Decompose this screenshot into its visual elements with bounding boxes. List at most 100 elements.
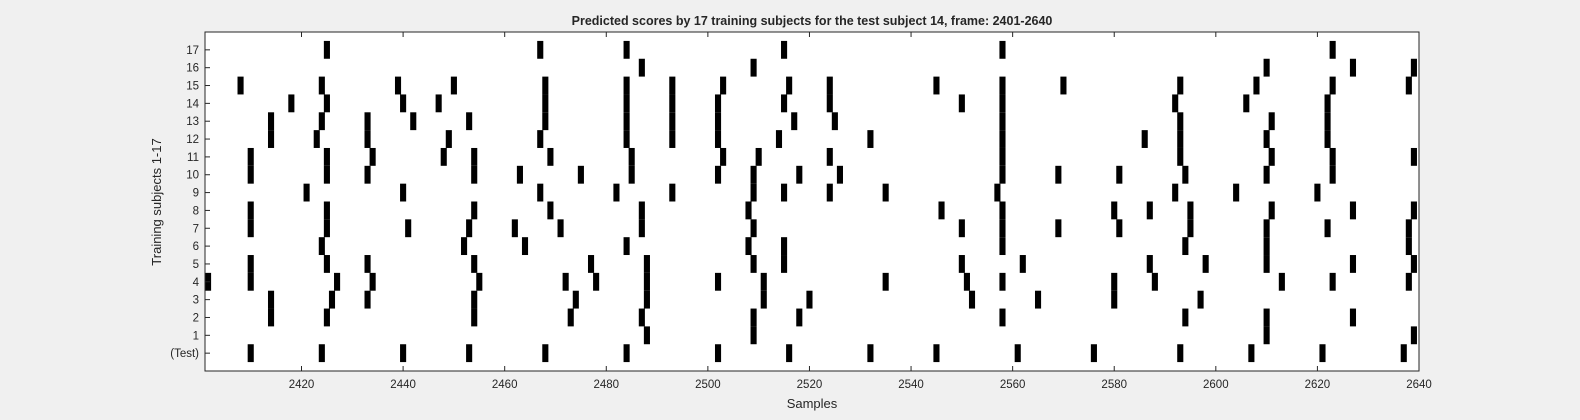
score-mark-row-7-3 — [466, 219, 473, 238]
score-mark-row-15-9 — [826, 76, 833, 95]
score-mark-row-5-7 — [781, 255, 788, 273]
score-mark-row-11-10 — [999, 147, 1006, 166]
score-mark-row-4-4 — [476, 272, 483, 291]
score-mark-row-10-3 — [471, 165, 478, 184]
x-tick-label-10: 2620 — [1305, 379, 1331, 391]
score-mark-row-9-11 — [1233, 183, 1240, 202]
score-mark-row-14-1 — [323, 94, 330, 113]
score-mark-row-4-12 — [999, 272, 1006, 291]
raster-marks — [205, 40, 1417, 363]
score-mark-row-9-8 — [882, 183, 889, 202]
score-mark-row-12-14 — [1324, 130, 1331, 148]
score-mark-row-0-14 — [1319, 344, 1326, 363]
score-mark-row-5-5 — [643, 255, 650, 273]
score-mark-row-12-11 — [1141, 130, 1148, 148]
y-tick-label-11: 11 — [187, 152, 199, 164]
score-mark-row-2-10 — [1349, 308, 1357, 327]
score-mark-row-0-5 — [623, 344, 630, 363]
score-mark-row-13-4 — [466, 112, 473, 131]
score-mark-row-4-15 — [1278, 272, 1285, 291]
score-mark-row-0-11 — [1090, 344, 1097, 363]
score-mark-row-14-8 — [781, 94, 788, 113]
y-tick-label-10: 10 — [186, 170, 199, 182]
score-mark-row-3-1 — [328, 290, 336, 309]
score-mark-row-8-11 — [1268, 201, 1275, 220]
y-tick-label-7: 7 — [193, 223, 199, 235]
score-mark-row-5-8 — [958, 255, 965, 273]
score-mark-row-10-8 — [750, 165, 757, 184]
score-mark-row-9-7 — [826, 183, 833, 202]
score-mark-row-14-9 — [826, 94, 833, 113]
score-mark-row-3-3 — [471, 290, 478, 309]
score-mark-row-17-1 — [537, 40, 544, 59]
score-mark-row-4-16 — [1329, 272, 1336, 291]
chart-title: Predicted scores by 17 training subjects… — [572, 14, 1053, 28]
score-mark-row-0-9 — [933, 344, 940, 363]
score-mark-row-12-4 — [537, 130, 544, 148]
score-mark-row-11-5 — [547, 147, 554, 166]
score-mark-row-1-1 — [750, 326, 757, 345]
score-mark-row-15-8 — [786, 76, 793, 95]
score-mark-row-15-15 — [1329, 76, 1336, 95]
score-mark-row-8-9 — [1146, 201, 1153, 220]
score-mark-row-4-14 — [1151, 272, 1158, 291]
score-mark-row-2-1 — [323, 308, 330, 327]
score-mark-row-8-13 — [1410, 201, 1417, 220]
score-mark-row-2-0 — [267, 308, 275, 327]
y-tick-label-12: 12 — [186, 134, 199, 146]
score-mark-row-7-2 — [405, 219, 412, 238]
score-mark-row-6-2 — [521, 237, 529, 256]
score-mark-row-9-12 — [1314, 183, 1321, 202]
score-mark-row-0-12 — [1177, 344, 1184, 363]
score-mark-row-14-4 — [542, 94, 549, 113]
score-mark-row-2-7 — [999, 308, 1006, 327]
score-mark-row-2-9 — [1263, 308, 1270, 327]
score-mark-row-15-2 — [394, 76, 402, 95]
score-mark-row-4-10 — [882, 272, 889, 291]
score-mark-row-14-5 — [623, 94, 630, 113]
score-mark-row-8-8 — [1111, 201, 1118, 220]
score-mark-row-6-0 — [318, 237, 325, 256]
score-mark-row-10-12 — [1055, 165, 1062, 184]
score-mark-row-14-13 — [1243, 94, 1250, 113]
score-mark-row-5-0 — [247, 255, 254, 273]
x-tick-label-5: 2520 — [797, 379, 823, 391]
score-mark-row-1-0 — [643, 326, 650, 345]
score-mark-row-13-12 — [1177, 112, 1184, 131]
score-mark-row-2-2 — [471, 308, 478, 327]
score-mark-row-10-6 — [628, 165, 635, 184]
score-mark-row-11-3 — [440, 147, 447, 166]
score-mark-row-11-4 — [471, 147, 478, 166]
score-mark-row-0-15 — [1400, 344, 1407, 363]
score-mark-row-5-10 — [1146, 255, 1153, 273]
score-mark-row-4-9 — [760, 272, 767, 291]
score-mark-row-6-5 — [781, 237, 788, 256]
score-mark-row-9-10 — [1172, 183, 1179, 202]
score-mark-row-4-6 — [593, 272, 600, 291]
score-mark-row-3-7 — [806, 290, 813, 309]
score-mark-row-7-13 — [1263, 219, 1270, 238]
y-tick-label-2: 2 — [193, 312, 199, 324]
score-mark-row-10-2 — [364, 165, 371, 184]
score-mark-row-6-4 — [745, 237, 752, 256]
x-tick-label-7: 2560 — [1000, 379, 1026, 391]
score-mark-row-6-8 — [1263, 237, 1270, 256]
score-mark-row-14-6 — [669, 94, 676, 113]
x-tick-label-3: 2480 — [593, 379, 619, 391]
score-mark-row-0-10 — [1014, 344, 1021, 363]
y-tick-label-3: 3 — [193, 295, 199, 307]
score-mark-row-10-4 — [516, 165, 523, 184]
score-mark-row-11-13 — [1329, 147, 1336, 166]
score-mark-row-11-7 — [720, 147, 727, 166]
score-mark-row-0-2 — [400, 344, 407, 363]
score-mark-row-11-8 — [755, 147, 762, 166]
score-mark-row-7-0 — [247, 219, 254, 238]
score-mark-row-11-6 — [628, 147, 635, 166]
score-mark-row-13-5 — [542, 112, 549, 131]
score-mark-row-5-2 — [364, 255, 371, 273]
score-mark-row-15-12 — [1060, 76, 1067, 95]
score-mark-row-12-2 — [364, 130, 371, 148]
score-mark-row-3-2 — [364, 290, 371, 309]
score-mark-row-12-9 — [867, 130, 874, 148]
score-mark-row-6-3 — [623, 237, 630, 256]
